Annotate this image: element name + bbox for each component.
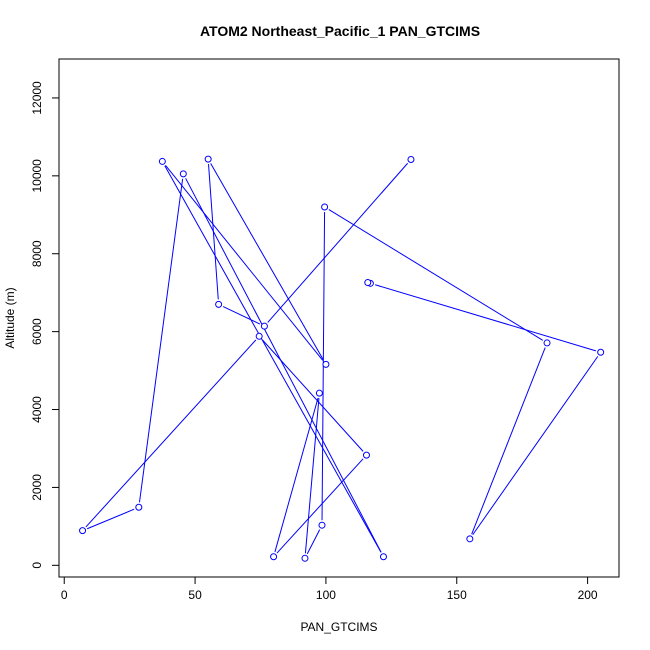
series-points (79, 155, 605, 562)
series-lines (85, 162, 599, 555)
series-line-segment (274, 397, 319, 553)
series-line-segment (86, 508, 135, 530)
data-point (204, 155, 212, 163)
y-tick-label: 6000 (30, 318, 44, 345)
data-point (321, 203, 329, 211)
series-line-segment (262, 339, 364, 452)
data-point (215, 300, 223, 308)
data-point (364, 279, 372, 287)
series-line-segment (267, 162, 409, 323)
series-line-segment (222, 306, 261, 325)
series-line-segment (375, 284, 597, 352)
series-line-segment (471, 347, 546, 535)
series-line-segment (164, 165, 382, 553)
data-point (315, 389, 323, 397)
y-tick-label: 2000 (30, 474, 44, 501)
series-line-segment (85, 339, 257, 528)
y-tick-label: 10000 (30, 159, 44, 193)
data-point (301, 554, 309, 562)
series-line-segment (304, 398, 320, 554)
series-line-segment (306, 529, 321, 555)
y-axis-label: Altitude (m) (3, 287, 17, 348)
data-point (135, 503, 143, 511)
data-point (79, 527, 87, 535)
data-point (322, 360, 330, 368)
data-point (543, 339, 551, 347)
series-line-segment (165, 165, 324, 361)
data-point (362, 451, 370, 459)
y-tick-label: 4000 (30, 396, 44, 423)
data-point (318, 521, 326, 529)
data-point (466, 535, 474, 543)
x-tick-label: 0 (61, 588, 68, 602)
data-point (379, 553, 387, 561)
y-tick-label: 0 (30, 562, 44, 569)
data-point (407, 155, 415, 163)
series-line-segment (472, 356, 599, 536)
series-line-segment (276, 458, 364, 554)
series-line-segment (185, 178, 382, 553)
series-line-segment (328, 209, 544, 341)
data-point (179, 170, 187, 178)
series-line-segment (210, 163, 324, 361)
x-tick-label: 200 (578, 588, 598, 602)
x-tick-label: 50 (188, 588, 202, 602)
plot-frame (58, 58, 620, 578)
data-point (158, 157, 166, 165)
x-tick-label: 150 (447, 588, 467, 602)
x-axis: 0 50 100 150 200 (61, 577, 598, 602)
x-tick-label: 100 (316, 588, 336, 602)
data-point (255, 332, 263, 340)
data-point (260, 322, 268, 330)
series-line-segment (138, 178, 184, 503)
y-tick-label: 8000 (30, 240, 44, 267)
data-point (597, 348, 605, 356)
y-axis: 0 2000 4000 6000 8000 10000 12000 (30, 81, 59, 569)
x-axis-label: PAN_GTCIMS (300, 620, 377, 634)
data-point (270, 553, 278, 561)
y-tick-label: 12000 (30, 81, 44, 115)
chart-title: ATOM2 Northeast_Pacific_1 PAN_GTCIMS (200, 23, 480, 39)
